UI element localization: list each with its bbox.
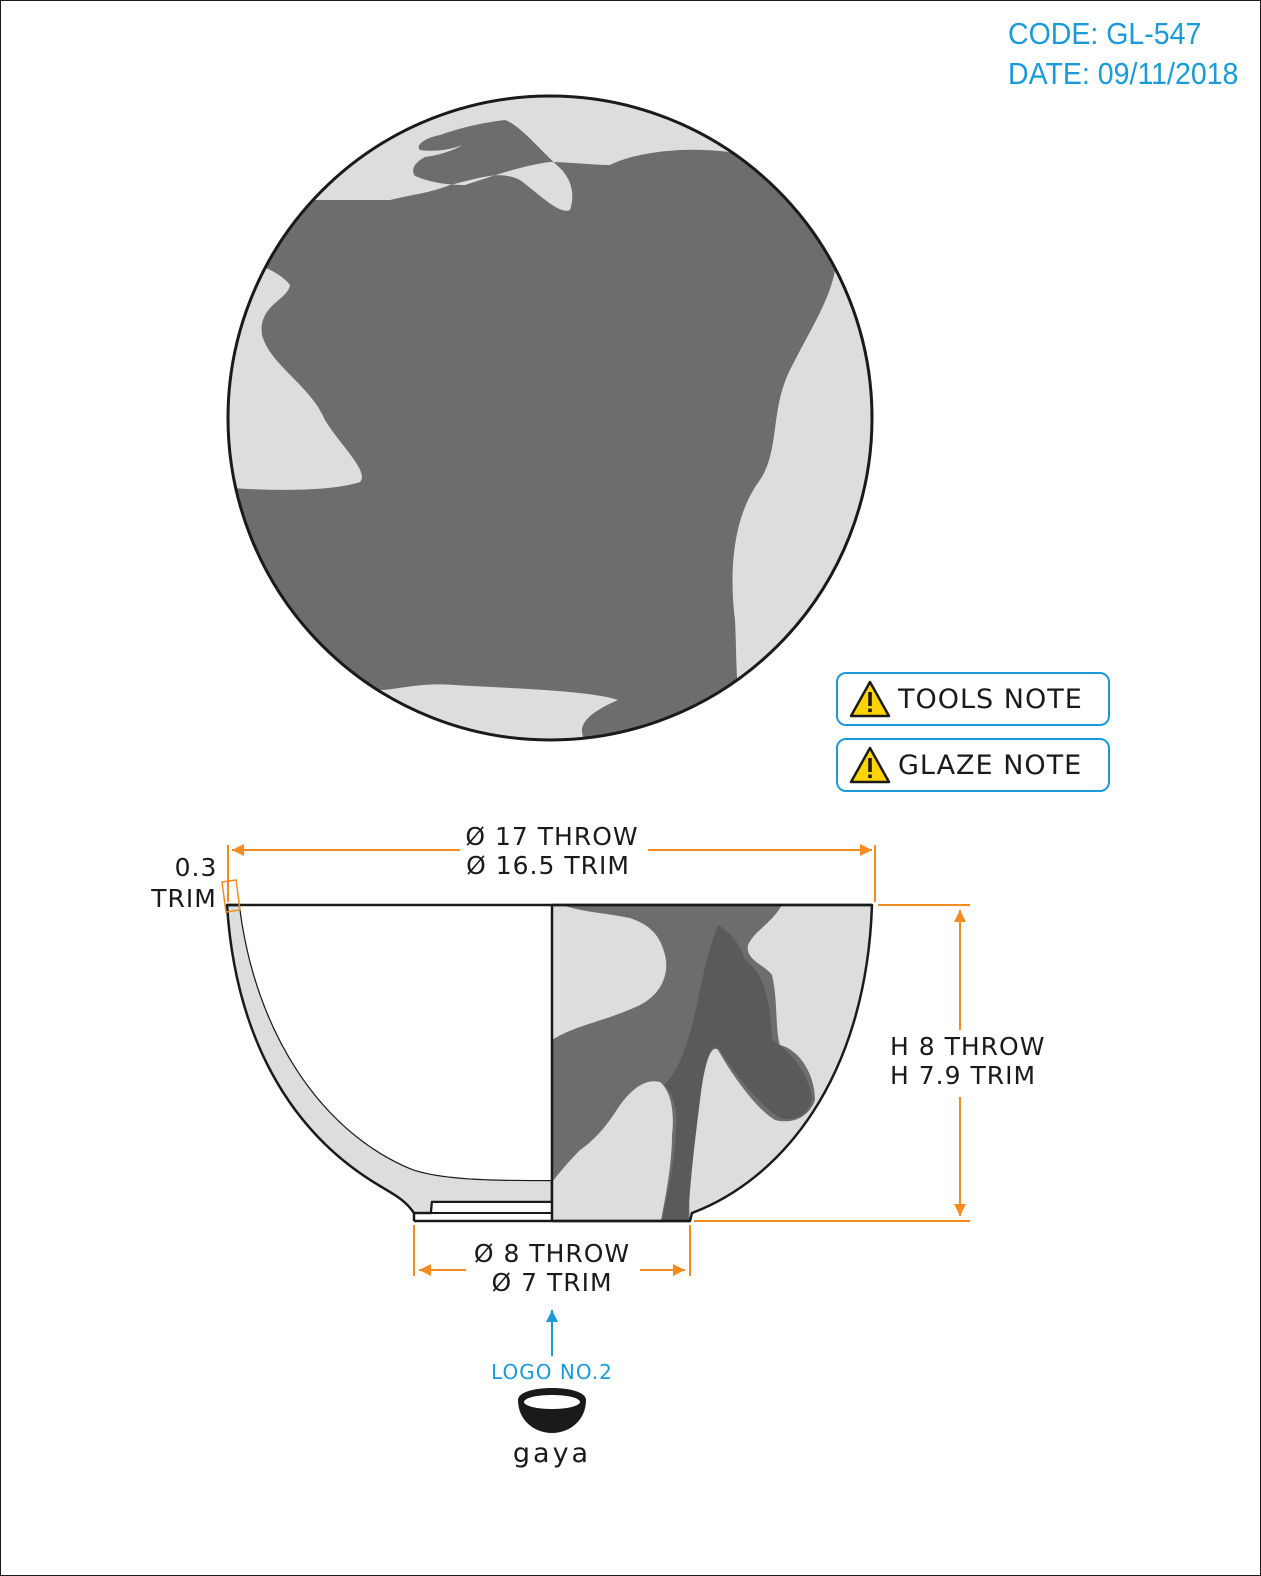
logo-brand: gaya [513,1438,591,1469]
bowl-side-view [225,903,874,1223]
wall-thickness-value: 0.3 [175,853,218,882]
rim-trim-label: Ø 16.5 TRIM [466,851,630,880]
foot-trim-label: Ø 7 TRIM [491,1268,612,1297]
height-throw-label: H 8 THROW [890,1032,1045,1061]
foot-throw-label: Ø 8 THROW [474,1239,630,1268]
tools-note-button[interactable]: TOOLS NOTE [836,672,1110,726]
rim-throw-label: Ø 17 THROW [465,822,638,851]
gaya-logo-mark [518,1388,586,1433]
warning-icon [849,680,891,718]
warning-icon [849,746,891,784]
glaze-note-label: GLAZE NOTE [898,749,1083,781]
drawing-date: DATE: 09/11/2018 [1008,56,1239,91]
glaze-note-button[interactable]: GLAZE NOTE [836,738,1110,792]
wall-thickness-label: TRIM [150,884,217,913]
logo-caption: LOGO NO.2 [491,1360,613,1384]
logo-callout: LOGO NO.2 gaya [491,1310,613,1469]
tools-note-label: TOOLS NOTE [898,683,1083,715]
header-block: CODE: GL-547 DATE: 09/11/2018 [1008,14,1238,94]
dimension-labels: Ø 17 THROW Ø 16.5 TRIM 0.3 TRIM H 8 THRO… [150,822,1045,1297]
bowl-top-view [226,94,874,742]
product-code: CODE: GL-547 [1008,16,1202,51]
glaze-pattern-top [228,120,835,740]
height-trim-label: H 7.9 TRIM [890,1061,1036,1090]
glaze-shadow-side [662,925,812,1221]
dimension-lines [221,844,970,1276]
